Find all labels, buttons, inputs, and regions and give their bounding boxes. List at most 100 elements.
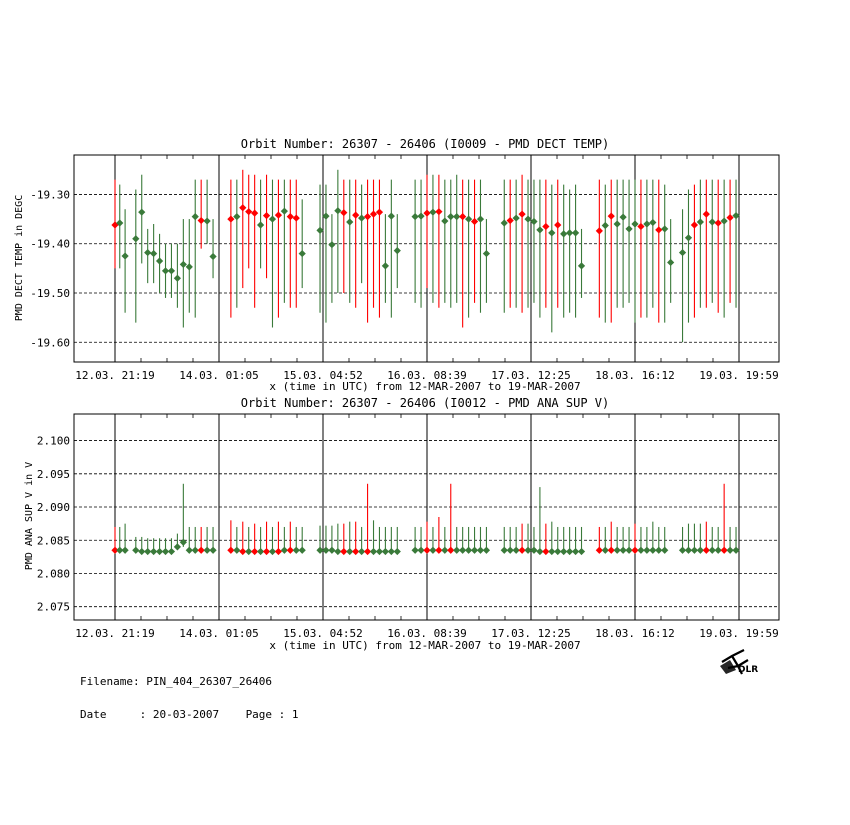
data-point xyxy=(447,213,455,221)
data-point xyxy=(173,274,181,282)
data-point xyxy=(637,222,645,231)
data-point xyxy=(155,257,164,265)
data-point xyxy=(116,219,124,227)
data-point xyxy=(381,262,389,270)
data-point xyxy=(167,547,176,556)
data-point xyxy=(334,207,342,215)
data-point xyxy=(197,546,205,554)
data-point xyxy=(595,227,603,235)
data-point xyxy=(358,214,366,222)
data-point xyxy=(316,546,324,554)
data-point xyxy=(476,215,485,223)
data-point xyxy=(524,215,532,223)
data-point xyxy=(732,546,740,554)
data-point xyxy=(708,218,716,226)
data-point xyxy=(138,208,146,216)
data-point xyxy=(459,213,467,221)
data-point xyxy=(251,209,259,217)
data-point xyxy=(530,546,538,554)
data-point xyxy=(524,546,532,554)
data-point xyxy=(518,210,526,218)
data-point xyxy=(352,547,360,556)
data-point xyxy=(111,221,119,229)
y-tick-label: 2.075 xyxy=(37,601,70,614)
data-point xyxy=(116,546,124,554)
data-point xyxy=(613,220,621,228)
data-point xyxy=(637,546,645,554)
data-point xyxy=(577,547,586,556)
data-point xyxy=(150,547,158,556)
data-point xyxy=(233,546,241,554)
data-point xyxy=(292,546,300,554)
data-point xyxy=(435,208,443,216)
data-point xyxy=(203,546,211,554)
data-point xyxy=(661,546,669,554)
data-point xyxy=(554,547,562,556)
data-point xyxy=(369,210,378,218)
data-point xyxy=(536,547,544,556)
data-point xyxy=(708,546,716,554)
data-point xyxy=(530,217,538,226)
data-point xyxy=(542,547,550,556)
data-point xyxy=(161,267,170,275)
data-point xyxy=(655,546,663,554)
y-tick-label: -19.60 xyxy=(30,336,70,349)
data-point xyxy=(375,208,384,216)
data-point xyxy=(714,219,722,227)
data-point xyxy=(577,262,586,270)
data-point xyxy=(239,204,247,212)
x-axis-label: x (time in UTC) from 12-MAR-2007 to 19-M… xyxy=(269,639,580,652)
data-point xyxy=(144,547,152,556)
data-point xyxy=(714,546,722,554)
data-point xyxy=(429,546,437,554)
data-point xyxy=(435,546,443,554)
data-point xyxy=(132,235,140,243)
data-point xyxy=(441,217,449,225)
data-point xyxy=(257,221,265,229)
y-tick-label: -19.50 xyxy=(30,287,70,300)
data-point xyxy=(411,213,419,221)
data-point xyxy=(334,547,342,556)
data-point xyxy=(274,211,283,219)
data-point xyxy=(465,215,473,223)
data-point xyxy=(280,546,288,554)
x-tick-label: 17.03. 12:25 xyxy=(491,369,570,382)
data-point xyxy=(506,216,514,225)
data-point xyxy=(121,546,129,554)
data-point xyxy=(161,547,170,556)
data-point xyxy=(286,213,294,221)
data-point xyxy=(352,211,360,219)
data-point xyxy=(690,221,699,229)
data-point xyxy=(720,217,728,225)
data-point xyxy=(209,252,217,261)
data-point xyxy=(239,547,247,556)
data-point xyxy=(696,546,704,554)
data-point xyxy=(423,209,431,217)
data-point xyxy=(601,546,609,554)
data-point xyxy=(667,258,675,267)
data-point xyxy=(381,547,389,556)
data-point xyxy=(720,546,728,554)
data-point xyxy=(280,207,288,215)
data-point xyxy=(625,225,633,233)
data-point xyxy=(316,226,324,235)
data-point xyxy=(465,546,473,554)
data-point xyxy=(476,546,485,554)
data-point xyxy=(286,546,294,554)
x-tick-label: 18.03. 16:12 xyxy=(595,627,674,640)
data-point xyxy=(554,221,562,229)
data-point xyxy=(245,208,253,216)
x-axis-label: x (time in UTC) from 12-MAR-2007 to 19-M… xyxy=(269,380,580,393)
data-point xyxy=(298,546,306,554)
y-tick-label: 2.080 xyxy=(37,567,70,580)
data-point xyxy=(512,546,520,554)
data-point xyxy=(702,546,710,554)
data-point xyxy=(167,267,176,275)
data-point xyxy=(227,215,235,223)
x-tick-label: 17.03. 12:25 xyxy=(491,627,570,640)
data-point xyxy=(268,547,277,556)
data-point xyxy=(631,546,639,554)
data-point xyxy=(191,213,199,221)
y-axis-label: PMD ANA SUP V in V xyxy=(24,462,35,570)
x-tick-label: 16.03. 08:39 xyxy=(387,369,466,382)
